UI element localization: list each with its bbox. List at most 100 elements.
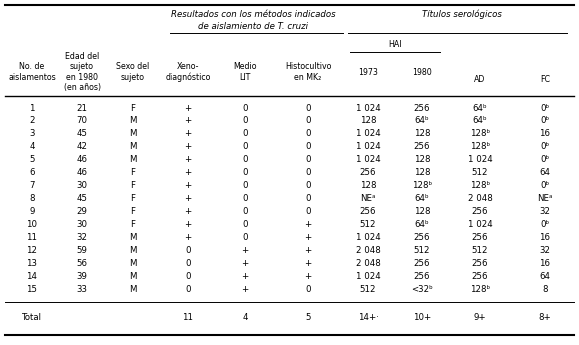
Text: 0: 0 (305, 155, 311, 164)
Text: 256: 256 (414, 142, 430, 151)
Text: 0: 0 (185, 259, 190, 268)
Text: 0: 0 (305, 194, 311, 203)
Text: F: F (130, 181, 135, 190)
Text: 256: 256 (472, 233, 488, 242)
Text: 32: 32 (76, 233, 87, 242)
Text: +: + (184, 207, 192, 216)
Text: 128: 128 (414, 129, 430, 138)
Text: <32ᵇ: <32ᵇ (411, 285, 433, 294)
Text: 1980: 1980 (412, 68, 432, 77)
Text: 46: 46 (76, 155, 87, 164)
Text: 30: 30 (76, 181, 87, 190)
Text: +: + (184, 142, 192, 151)
Text: 64: 64 (540, 168, 551, 177)
Text: 0: 0 (305, 168, 311, 177)
Text: 15: 15 (27, 285, 38, 294)
Text: +: + (184, 104, 192, 112)
Text: 12: 12 (27, 246, 38, 255)
Text: 30: 30 (76, 220, 87, 229)
Text: 256: 256 (414, 259, 430, 268)
Text: NEᵃ: NEᵃ (537, 194, 553, 203)
Text: 256: 256 (414, 233, 430, 242)
Text: Sexo del
sujeto: Sexo del sujeto (116, 62, 149, 82)
Text: F: F (130, 194, 135, 203)
Text: M: M (129, 129, 137, 138)
Text: 512: 512 (472, 246, 488, 255)
Text: 14+·: 14+· (358, 314, 379, 323)
Text: 64ᵇ: 64ᵇ (415, 220, 429, 229)
Text: 10+: 10+ (413, 314, 431, 323)
Text: 0ᵇ: 0ᵇ (540, 155, 549, 164)
Text: 1 024: 1 024 (468, 220, 492, 229)
Text: M: M (129, 116, 137, 126)
Text: 0: 0 (242, 194, 248, 203)
Text: 4: 4 (30, 142, 35, 151)
Text: 32: 32 (540, 246, 551, 255)
Text: 56: 56 (76, 259, 87, 268)
Text: 1 024: 1 024 (468, 155, 492, 164)
Text: +: + (184, 181, 192, 190)
Text: 1 024: 1 024 (356, 104, 380, 112)
Text: 512: 512 (360, 285, 376, 294)
Text: 0: 0 (242, 116, 248, 126)
Text: 1 024: 1 024 (356, 233, 380, 242)
Text: 128ᵇ: 128ᵇ (470, 285, 490, 294)
Text: 21: 21 (76, 104, 87, 112)
Text: 8+: 8+ (538, 314, 551, 323)
Text: 2 048: 2 048 (356, 259, 380, 268)
Text: 16: 16 (540, 233, 551, 242)
Text: F: F (130, 104, 135, 112)
Text: +: + (184, 220, 192, 229)
Text: 7: 7 (30, 181, 35, 190)
Text: 1 024: 1 024 (356, 155, 380, 164)
Text: 0: 0 (242, 220, 248, 229)
Text: +: + (305, 272, 312, 280)
Text: 0: 0 (305, 129, 311, 138)
Text: +: + (184, 116, 192, 126)
Text: +: + (184, 233, 192, 242)
Text: 0: 0 (185, 246, 190, 255)
Text: M: M (129, 246, 137, 255)
Text: 0ᵇ: 0ᵇ (540, 181, 549, 190)
Text: 128: 128 (360, 181, 376, 190)
Text: 0: 0 (242, 207, 248, 216)
Text: 0: 0 (242, 142, 248, 151)
Text: NEᵃ: NEᵃ (360, 194, 376, 203)
Text: M: M (129, 285, 137, 294)
Text: F: F (130, 168, 135, 177)
Text: +: + (184, 194, 192, 203)
Text: 1 024: 1 024 (356, 142, 380, 151)
Text: +: + (305, 246, 312, 255)
Text: +: + (241, 272, 248, 280)
Text: de aislamiento de T. cruzi: de aislamiento de T. cruzi (198, 21, 308, 30)
Text: +: + (184, 155, 192, 164)
Text: 5: 5 (30, 155, 35, 164)
Text: 512: 512 (360, 220, 376, 229)
Text: 64ᵇ: 64ᵇ (415, 116, 429, 126)
Text: 0: 0 (305, 104, 311, 112)
Text: 64ᵇ: 64ᵇ (415, 194, 429, 203)
Text: 128ᵇ: 128ᵇ (470, 181, 490, 190)
Text: 9: 9 (30, 207, 35, 216)
Text: 1 024: 1 024 (356, 129, 380, 138)
Text: 256: 256 (414, 104, 430, 112)
Text: Total: Total (22, 314, 42, 323)
Text: 256: 256 (472, 259, 488, 268)
Text: 0ᵇ: 0ᵇ (540, 142, 549, 151)
Text: M: M (129, 259, 137, 268)
Text: 256: 256 (360, 207, 376, 216)
Text: 0ᵇ: 0ᵇ (540, 220, 549, 229)
Text: 128: 128 (414, 155, 430, 164)
Text: 45: 45 (76, 129, 87, 138)
Text: 45: 45 (76, 194, 87, 203)
Text: F: F (130, 207, 135, 216)
Text: 1973: 1973 (358, 68, 378, 77)
Text: 5: 5 (305, 314, 311, 323)
Text: HAI: HAI (389, 39, 402, 49)
Text: 2 048: 2 048 (356, 246, 380, 255)
Text: FC: FC (540, 75, 550, 83)
Text: 128: 128 (360, 116, 376, 126)
Text: 1: 1 (30, 104, 35, 112)
Text: +: + (241, 285, 248, 294)
Text: 0: 0 (185, 285, 190, 294)
